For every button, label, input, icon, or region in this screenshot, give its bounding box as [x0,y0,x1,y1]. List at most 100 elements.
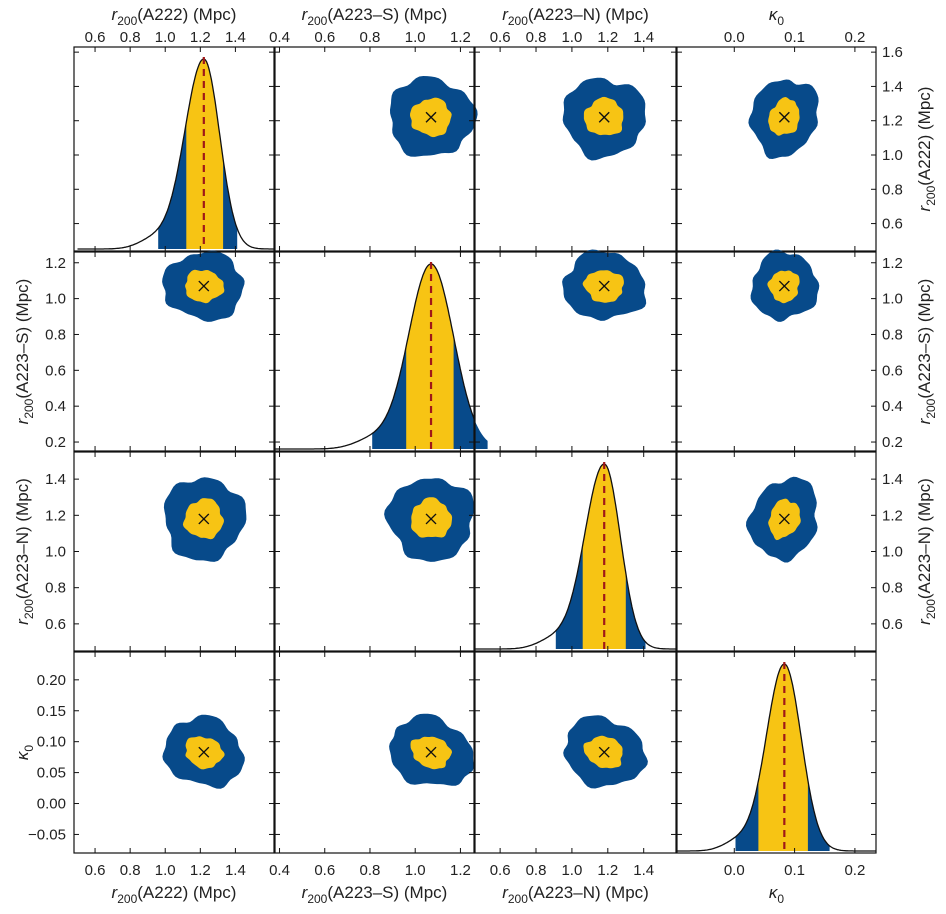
x-tick-label-top: 1.0 [561,29,582,46]
best-fit-marker [198,513,210,525]
best-fit-marker [198,746,210,758]
y-tick-label-right: 1.2 [882,113,903,130]
best-fit-marker [778,513,790,525]
x-axis-label-top: r200(A223–N) (Mpc) [502,5,649,28]
panel-0-0 [73,46,275,252]
y-tick-label-right: 0.8 [882,181,903,198]
y-tick-label-right: 1.0 [882,544,903,561]
panel-frame [73,251,275,452]
x-tick-label-bottom: 0.8 [120,862,141,879]
posterior-curve [677,663,876,852]
x-tick-label-top: 1.2 [597,29,618,46]
y-tick-label-right: 1.2 [882,507,903,524]
y-tick-label-left: −0.05 [28,826,66,843]
y-tick-label-right: 1.0 [882,147,903,164]
y-tick-label-left: 1.2 [45,255,66,272]
x-tick-label-bottom: 0.2 [844,862,865,879]
x-tick-label-bottom: 1.2 [190,862,211,879]
x-tick-label-top: 1.4 [633,29,654,46]
best-fit-marker [598,746,610,758]
best-fit-marker [425,746,437,758]
posterior-curve [275,263,475,450]
panel-3-3 [676,651,877,854]
y-axis-label-right: r200(A222) (Mpc) [915,87,938,212]
x-tick-label-bottom: 0.1 [784,862,805,879]
x-tick-label-top: 0.8 [120,29,141,46]
x-tick-label-top: 0.6 [85,29,106,46]
x-axis-label-top: r200(A222) (Mpc) [112,5,237,28]
y-tick-label-left: 0.6 [45,362,66,379]
panel-0-2 [474,46,677,252]
contour-inner [583,735,623,769]
panel-1-3 [676,249,877,452]
panel-frame [474,251,677,452]
x-tick-label-top: 1.4 [225,29,246,46]
panel-frame [274,651,475,854]
panel-1-1 [274,251,488,452]
panel-2-0 [73,451,275,652]
ticks: 0.6 0.6 0.8 0.8 1.0 1.0 1.2 1.2 1.4 1.4 0.4 0.4 0.6 0… [28,29,903,879]
y-axis-label-left: r200(A223–S) (Mpc) [13,279,36,425]
x-tick-label-bottom: 1.0 [405,862,426,879]
y-tick-label-left: 0.20 [37,672,66,689]
y-tick-label-left: 1.0 [45,291,66,308]
y-tick-label-left: 0.8 [45,326,66,343]
x-tick-label-bottom: 0.6 [490,862,511,879]
x-tick-label-bottom: 0.8 [526,862,547,879]
y-tick-label-left: 0.10 [37,734,66,751]
y-axis-label-left: r200(A223–N) (Mpc) [13,478,36,625]
y-tick-label-right: 0.6 [882,216,903,233]
x-tick-label-top: 0.6 [314,29,335,46]
y-tick-label-right: 1.0 [882,291,903,308]
y-tick-label-right: 0.8 [882,580,903,597]
x-axis-label-top: r200(A223–S) (Mpc) [302,5,448,28]
panel-1-0 [73,250,275,452]
y-tick-label-left: 0.4 [45,398,66,415]
x-tick-label-bottom: 1.4 [225,862,246,879]
best-fit-marker [598,111,610,123]
y-tick-label-right: 0.2 [882,434,903,451]
panel-frame [274,46,475,252]
x-axis-label-bottom: r200(A222) (Mpc) [112,883,237,906]
panel-3-0 [73,651,275,854]
y-tick-label-left: 0.15 [37,703,66,720]
posterior-curve [77,58,274,250]
best-fit-marker [778,280,790,292]
panel-1-2 [474,249,677,452]
best-fit-marker [598,280,610,292]
panel-2-2 [474,451,677,652]
panel-frame [676,251,877,452]
panel-frame [274,251,475,452]
best-fit-marker [425,513,437,525]
x-tick-label-bottom: 0.0 [724,862,745,879]
panel-frame [73,651,275,854]
y-axis-label-left: κ0 [13,745,36,761]
x-tick-label-bottom: 0.6 [314,862,335,879]
best-fit-marker [198,280,210,292]
y-axis-label-right: r200(A223–N) (Mpc) [915,478,938,625]
x-axis-label-top: κ0 [769,5,785,28]
y-tick-label-left: 0.00 [37,796,66,813]
y-tick-label-right: 0.4 [882,398,903,415]
panel-frame [474,651,677,854]
panel-3-2 [474,651,677,854]
y-tick-label-left: 1.4 [45,471,66,488]
y-tick-label-right: 0.6 [882,362,903,379]
best-fit-marker [778,111,790,123]
posterior-curve [475,463,676,650]
y-tick-label-right: 1.2 [882,255,903,272]
x-tick-label-bottom: 0.6 [85,862,106,879]
panel-0-3 [676,46,877,252]
y-tick-label-left: 0.05 [37,765,66,782]
panel-frame [474,46,677,252]
x-tick-label-top: 0.8 [526,29,547,46]
y-tick-label-left: 1.0 [45,544,66,561]
y-tick-label-right: 0.8 [882,326,903,343]
x-tick-label-top: 1.2 [450,29,471,46]
panel-2-1 [274,451,475,652]
x-tick-label-top: 1.2 [190,29,211,46]
x-tick-label-bottom: 1.0 [155,862,176,879]
x-tick-label-top: 0.0 [724,29,745,46]
best-fit-marker [425,111,437,123]
